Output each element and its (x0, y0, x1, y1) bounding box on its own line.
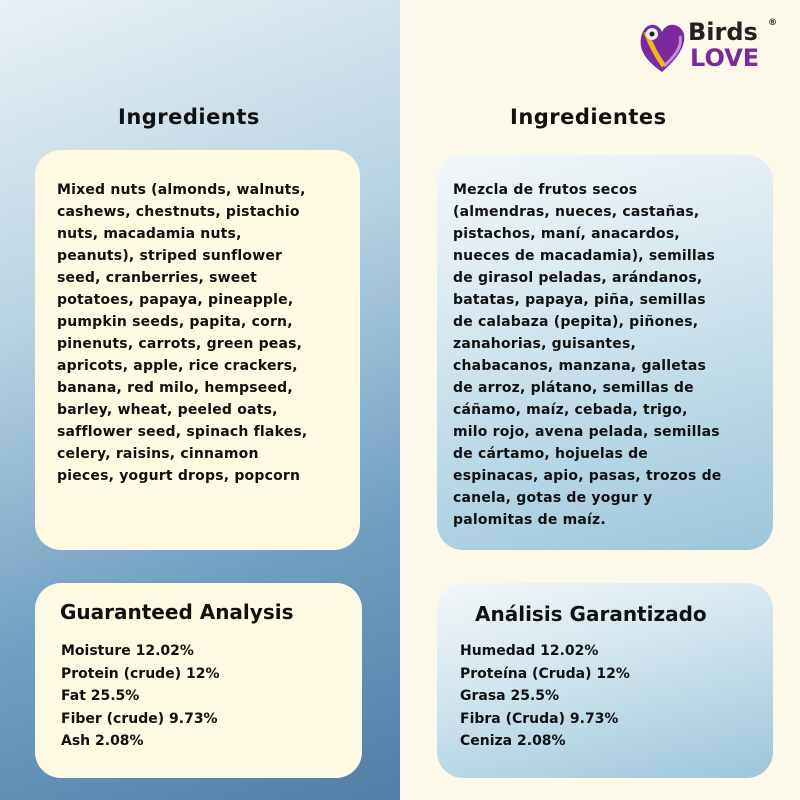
analysis-item: Moisture 12.02% (61, 643, 194, 659)
ingredients-text-es: Mezcla de frutos secos (almendras, nuece… (453, 182, 722, 528)
registered-mark: ® (768, 18, 777, 28)
birds-love-logo: Birds ® LOVE (638, 18, 778, 74)
analysis-item: Ash 2.08% (61, 733, 144, 749)
ingredients-box-en (35, 150, 360, 550)
analysis-list-en: Moisture 12.02% Protein (crude) 12% Fat … (61, 640, 219, 753)
brand-line2: LOVE (690, 44, 760, 72)
analysis-item: Grasa 25.5% (460, 688, 560, 704)
analysis-item: Proteína (Cruda) 12% (460, 665, 630, 682)
analysis-box-en (35, 583, 362, 778)
analysis-box-es (437, 583, 773, 778)
parrot-heart-icon (640, 24, 685, 72)
analysis-item: Protein (crude) 12% (61, 665, 220, 682)
analysis-item: Fiber (crude) 9.73% (61, 710, 218, 727)
analysis-item: Fat 25.5% (61, 688, 140, 704)
analysis-item: Fibra (Cruda) 9.73% (460, 710, 619, 727)
ingredients-box-es (437, 155, 773, 550)
analysis-item: Humedad 12.02% (460, 643, 599, 659)
ingredients-text-en: Mixed nuts (almonds, walnuts, cashews, c… (57, 182, 308, 484)
ingredients-heading-en: Ingredients (118, 105, 260, 129)
ingredients-heading-es: Ingredientes (510, 105, 667, 129)
analysis-title-en: Guaranteed Analysis (60, 600, 294, 624)
brand-line1: Birds (688, 18, 758, 46)
analysis-item: Ceniza 2.08% (460, 733, 566, 749)
analysis-title-es: Análisis Garantizado (475, 602, 707, 626)
analysis-list-es: Humedad 12.02% Proteína (Cruda) 12% Gras… (460, 640, 630, 753)
